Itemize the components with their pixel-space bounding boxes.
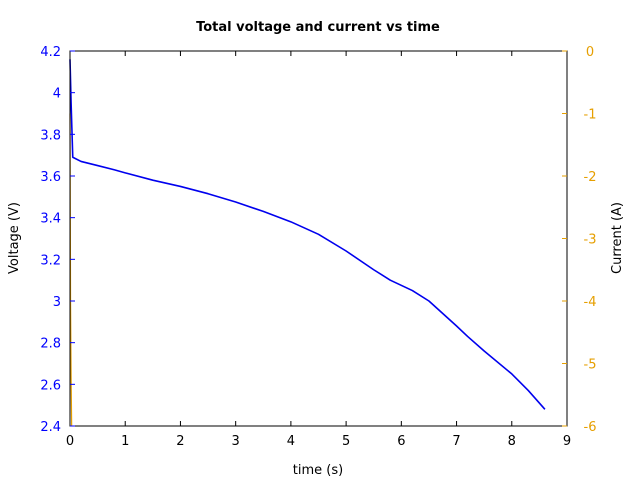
y-left-tick-label: 4.2 bbox=[40, 45, 61, 60]
y-axis-right-label: Current (A) bbox=[610, 202, 625, 274]
x-tick-label: 8 bbox=[508, 434, 516, 449]
x-tick-label: 1 bbox=[121, 434, 129, 449]
x-axis-label: time (s) bbox=[293, 463, 343, 478]
x-tick-label: 5 bbox=[342, 434, 350, 449]
voltage-series-line bbox=[69, 59, 546, 410]
x-tick-label: 4 bbox=[287, 434, 295, 449]
y-left-tick-label: 3.4 bbox=[40, 212, 61, 227]
y-right-tick-label: -6 bbox=[584, 420, 597, 435]
x-tick-label: 3 bbox=[232, 434, 240, 449]
y-left-tick-label: 2.6 bbox=[40, 378, 61, 393]
y-left-tick-label: 3 bbox=[53, 295, 61, 310]
y-axis-left-label: Voltage (V) bbox=[7, 202, 22, 274]
y-left-tick-label: 3.2 bbox=[40, 253, 61, 268]
x-tick-label: 2 bbox=[176, 434, 184, 449]
x-tick-label: 9 bbox=[563, 434, 571, 449]
y-axis-right: -6 -5 -4 -3 -2 -1 0 bbox=[562, 45, 596, 435]
y-axis-left: 2.4 2.6 2.8 3 3.2 3.4 3.6 3.8 4 4.2 bbox=[40, 45, 75, 435]
y-left-tick-label: 4 bbox=[53, 87, 61, 102]
x-axis: 0 1 2 3 4 5 6 7 8 9 bbox=[66, 51, 571, 449]
x-tick-label: 7 bbox=[452, 434, 460, 449]
y-left-tick-label: 2.4 bbox=[40, 420, 61, 435]
x-tick-label: 0 bbox=[66, 434, 74, 449]
y-left-tick-label: 3.6 bbox=[40, 170, 61, 185]
y-right-tick-label: -5 bbox=[584, 358, 597, 373]
y-right-tick-label: 0 bbox=[586, 45, 594, 60]
y-right-tick-label: -4 bbox=[584, 295, 597, 310]
y-right-tick-label: -2 bbox=[584, 170, 597, 185]
chart-title: Total voltage and current vs time bbox=[196, 20, 440, 35]
y-left-tick-label: 3.8 bbox=[40, 128, 61, 143]
y-right-tick-label: -1 bbox=[584, 108, 597, 123]
y-right-tick-label: -3 bbox=[584, 233, 597, 248]
y-left-tick-label: 2.8 bbox=[40, 337, 61, 352]
x-tick-label: 6 bbox=[397, 434, 405, 449]
